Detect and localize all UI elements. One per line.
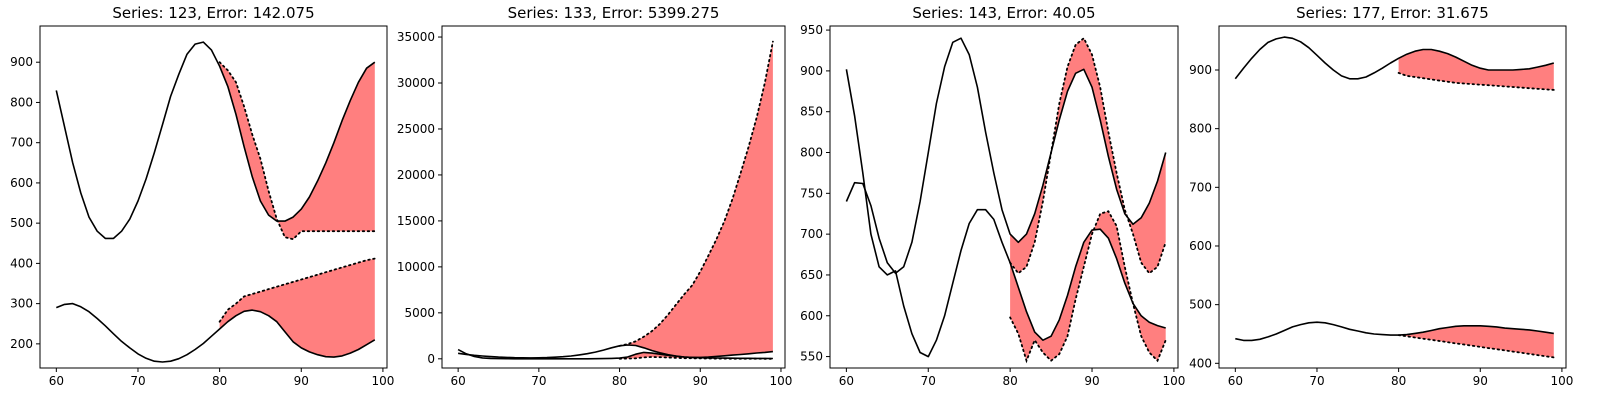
x-tick-label: 90 — [1084, 374, 1099, 388]
predicted-series-line-3 — [618, 40, 774, 347]
y-tick-label: 500 — [10, 216, 33, 230]
x-tick-label: 80 — [1003, 374, 1018, 388]
y-tick-label: 850 — [800, 105, 823, 119]
error-fill-area — [1398, 49, 1554, 90]
actual-series-line-2 — [56, 302, 376, 363]
actual-series-line-1 — [845, 37, 1167, 275]
y-tick-label: 10000 — [397, 260, 435, 274]
plot-frame — [829, 25, 1179, 369]
y-tick-label: 400 — [1189, 356, 1212, 370]
y-tick-label: 500 — [1189, 298, 1212, 312]
chart-panel-1: Series: 123, Error: 142.075 60 70 80 90 100 2… — [10, 4, 394, 388]
y-tick-label: 400 — [10, 256, 33, 270]
predicted-series-line-3 — [1397, 72, 1555, 91]
y-tick-label: 700 — [800, 227, 823, 241]
x-tick-label: 90 — [294, 374, 309, 388]
y-tick-label: 800 — [1189, 122, 1212, 136]
x-tick-label: 60 — [1228, 374, 1243, 388]
x-tick-label: 80 — [212, 374, 227, 388]
y-tick-label: 5000 — [404, 306, 435, 320]
chart-panel-4: Series: 177, Error: 31.675 60 70 80 90 100 40… — [1189, 4, 1573, 388]
chart-panel-2: Series: 133, Error: 5399.275 60 70 80 90 100… — [397, 4, 793, 388]
x-tick-label: 80 — [1391, 374, 1406, 388]
y-tick-label: 600 — [10, 176, 33, 190]
y-tick-label: 900 — [800, 64, 823, 78]
plot-area — [457, 40, 774, 360]
x-tick-label: 60 — [839, 374, 854, 388]
y-tick-label: 600 — [800, 309, 823, 323]
x-tick-label: 90 — [693, 374, 708, 388]
error-fill-area — [1398, 325, 1554, 358]
y-tick-label: 200 — [10, 337, 33, 351]
y-tick-label: 650 — [800, 268, 823, 282]
y-tick-label: 950 — [800, 23, 823, 37]
x-tick-label: 70 — [130, 374, 145, 388]
y-tick-label: 800 — [10, 95, 33, 109]
plot-area — [1234, 36, 1555, 359]
y-tick-label: 750 — [800, 186, 823, 200]
plot-frame — [441, 25, 786, 369]
y-tick-label: 900 — [1189, 63, 1212, 77]
plot-area — [55, 41, 376, 363]
chart-title: Series: 143, Error: 40.05 — [912, 4, 1095, 22]
y-tick-label: 700 — [1189, 180, 1212, 194]
y-tick-label: 15000 — [397, 214, 435, 228]
error-fill-area — [1010, 38, 1166, 274]
plot-area — [845, 36, 1167, 364]
x-tick-label: 70 — [531, 374, 546, 388]
y-tick-label: 800 — [800, 146, 823, 160]
predicted-series-line-3 — [218, 61, 376, 241]
predicted-series-line-3 — [1009, 36, 1167, 275]
y-tick-label: 0 — [427, 352, 435, 366]
error-fill-area — [619, 41, 773, 358]
y-tick-label: 700 — [10, 136, 33, 150]
x-tick-label: 100 — [1550, 374, 1573, 388]
y-tick-label: 600 — [1189, 239, 1212, 253]
y-tick-label: 20000 — [397, 168, 435, 182]
x-tick-label: 90 — [1473, 374, 1488, 388]
plot-frame — [39, 25, 388, 369]
chart-title: Series: 133, Error: 5399.275 — [508, 4, 720, 22]
error-fill-area — [219, 258, 375, 358]
actual-series-line-2 — [1235, 321, 1554, 342]
predicted-series-line-4 — [218, 257, 376, 323]
predicted-series-line-4 — [1009, 210, 1167, 364]
plot-frame — [1218, 25, 1567, 369]
chart-panel-3: Series: 143, Error: 40.05 60 70 80 90 100 550… — [800, 4, 1185, 388]
actual-series-line-2 — [845, 69, 1166, 358]
y-tick-label: 25000 — [397, 122, 435, 136]
x-tick-label: 60 — [49, 374, 64, 388]
y-tick-label: 550 — [800, 350, 823, 364]
chart-title: Series: 177, Error: 31.675 — [1296, 4, 1489, 22]
actual-series-line-1 — [457, 344, 773, 359]
actual-series-line-1 — [1234, 36, 1555, 80]
y-tick-label: 30000 — [397, 76, 435, 90]
actual-series-line-1 — [55, 41, 376, 240]
y-tick-label: 300 — [10, 297, 33, 311]
x-tick-label: 70 — [921, 374, 936, 388]
x-tick-label: 100 — [1162, 374, 1185, 388]
x-tick-label: 80 — [612, 374, 627, 388]
chart-title: Series: 123, Error: 142.075 — [112, 4, 314, 22]
y-tick-label: 900 — [10, 55, 33, 69]
x-tick-label: 100 — [770, 374, 793, 388]
error-fill-area — [1010, 211, 1166, 361]
predicted-series-line-4 — [618, 356, 774, 360]
x-tick-label: 100 — [371, 374, 394, 388]
predicted-series-line-4 — [1397, 334, 1555, 359]
y-tick-label: 35000 — [397, 30, 435, 44]
x-tick-label: 70 — [1309, 374, 1324, 388]
x-tick-label: 60 — [451, 374, 466, 388]
